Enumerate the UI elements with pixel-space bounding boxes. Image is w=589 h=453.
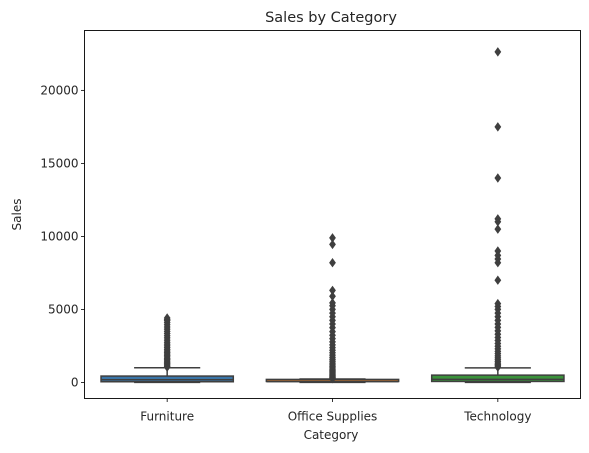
x-axis-label: Category xyxy=(304,428,359,442)
outlier-point xyxy=(329,234,335,242)
y-tick-label: 10000 xyxy=(40,230,78,244)
x-tick-label: Furniture xyxy=(140,410,194,424)
outlier-point xyxy=(495,123,501,131)
y-tick-label: 0 xyxy=(71,376,79,390)
box-office-supplies xyxy=(266,234,398,383)
y-tick-label: 15000 xyxy=(40,157,78,171)
chart-title: Sales by Category xyxy=(265,10,397,26)
outlier-point xyxy=(495,174,501,182)
y-axis: 0 5000 10000 15000 20000 xyxy=(40,84,84,390)
box-iqr xyxy=(101,376,233,382)
outlier-point xyxy=(495,276,501,284)
box-iqr xyxy=(432,375,564,381)
y-tick-label: 20000 xyxy=(40,84,78,98)
y-axis-label: Sales xyxy=(10,199,24,231)
x-tick-label: Office Supplies xyxy=(288,410,378,424)
outlier-point xyxy=(329,286,335,294)
outlier-point xyxy=(329,258,335,266)
y-tick-label: 5000 xyxy=(48,303,79,317)
box-furniture xyxy=(101,314,233,383)
box-technology xyxy=(432,48,564,383)
x-tick-label: Technology xyxy=(463,410,531,424)
outlier-point xyxy=(495,48,501,56)
x-axis: Furniture Office Supplies Technology xyxy=(140,399,531,424)
box-plots xyxy=(101,48,564,383)
